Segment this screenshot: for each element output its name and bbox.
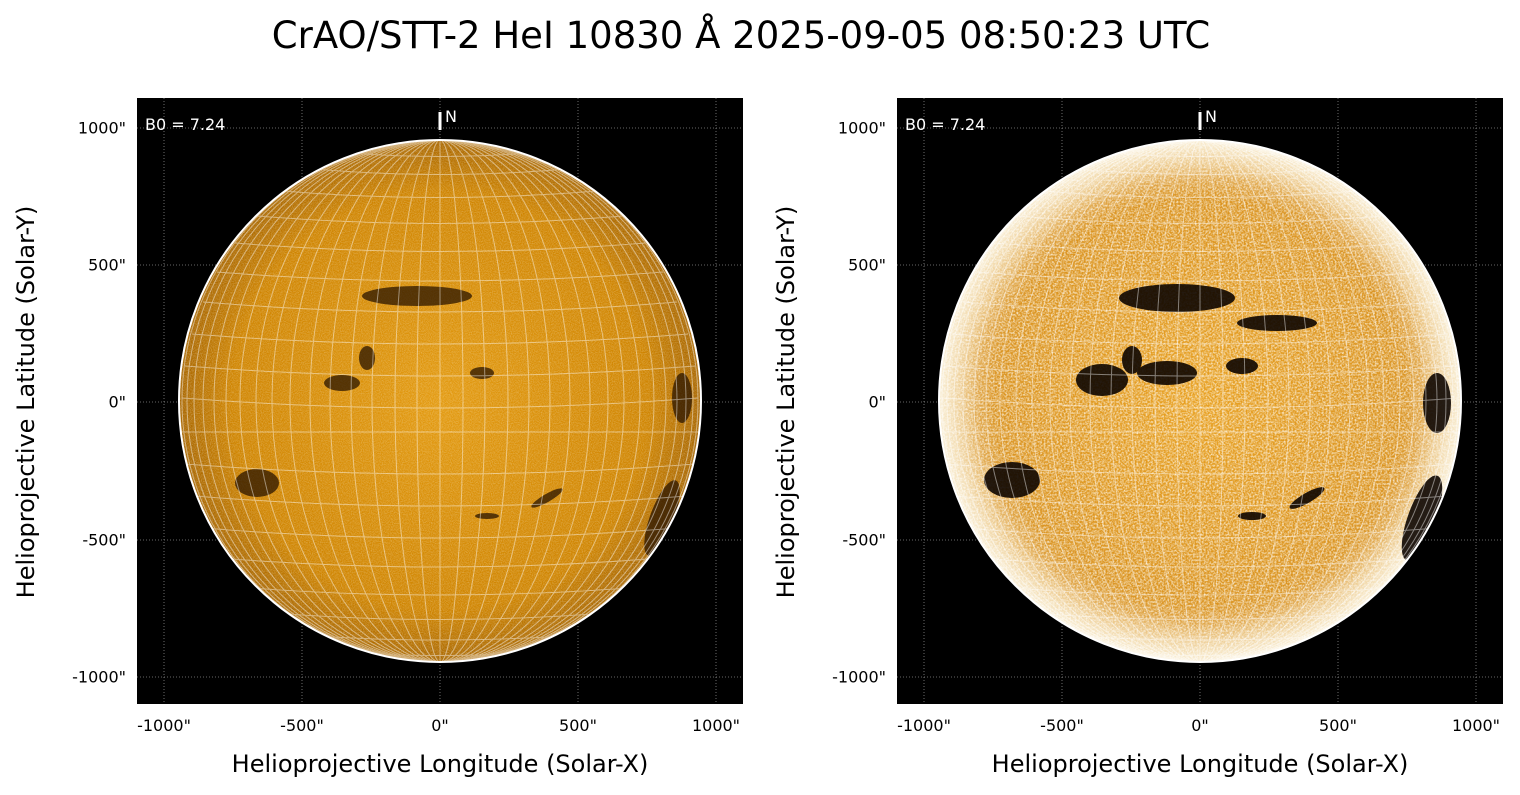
x-tick-label: -500" bbox=[1040, 716, 1084, 735]
north-label: N bbox=[445, 107, 457, 126]
x-tick-label: 0" bbox=[431, 716, 449, 735]
x-tick-label: 0" bbox=[1191, 716, 1209, 735]
y-tick-label: 0" bbox=[108, 392, 126, 412]
left-panel: Helioprojective Latitude (Solar-Y) 1000"… bbox=[12, 98, 743, 778]
y-tick-label: 1000" bbox=[77, 118, 126, 138]
right-panel: Helioprojective Latitude (Solar-Y) 1000"… bbox=[760, 0, 1520, 795]
x-tick-label: 1000" bbox=[1451, 716, 1501, 735]
y-tick-label: -1000" bbox=[832, 667, 886, 687]
y-tick-label: -500" bbox=[842, 530, 886, 550]
north-label: N bbox=[1205, 107, 1217, 126]
b0-angle-label: B0 = 7.24 bbox=[905, 115, 986, 134]
heliographic-grid bbox=[939, 140, 1461, 662]
x-tick-label: 500" bbox=[1319, 716, 1357, 735]
y-tick-label: 1000" bbox=[837, 118, 886, 138]
y-tick-label: -500" bbox=[82, 530, 126, 550]
y-tick-label: 0" bbox=[868, 392, 886, 412]
heliographic-grid bbox=[179, 140, 701, 662]
y-axis-label: Helioprojective Latitude (Solar-Y) bbox=[772, 205, 800, 599]
x-tick-label: -1000" bbox=[897, 716, 951, 735]
solar-disk-image bbox=[897, 98, 1503, 704]
x-tick-label: 500" bbox=[559, 716, 597, 735]
limb-outline bbox=[938, 139, 1462, 663]
solar-disk-image bbox=[137, 98, 743, 704]
y-tick-label: -1000" bbox=[72, 667, 126, 687]
x-tick-label: -500" bbox=[280, 716, 324, 735]
x-tick-label: 1000" bbox=[691, 716, 741, 735]
y-tick-label: 500" bbox=[88, 255, 126, 275]
y-axis-label: Helioprojective Latitude (Solar-Y) bbox=[12, 205, 40, 599]
dark-filaments bbox=[984, 284, 1451, 561]
solar-image-frame: B0 = 7.24 N bbox=[897, 98, 1503, 704]
figure-title: CrAO/STT-2 HeI 10830 Å 2025-09-05 08:50:… bbox=[271, 14, 1211, 57]
dark-filaments bbox=[235, 286, 692, 556]
b0-angle-label: B0 = 7.24 bbox=[145, 115, 226, 134]
x-tick-label: -1000" bbox=[137, 716, 191, 735]
limb-outline bbox=[178, 139, 702, 663]
y-tick-label: 500" bbox=[848, 255, 886, 275]
solar-image-frame: B0 = 7.24 N bbox=[137, 98, 743, 704]
x-axis-label: Helioprojective Longitude (Solar-X) bbox=[231, 750, 649, 778]
x-axis-label: Helioprojective Longitude (Solar-X) bbox=[991, 750, 1409, 778]
